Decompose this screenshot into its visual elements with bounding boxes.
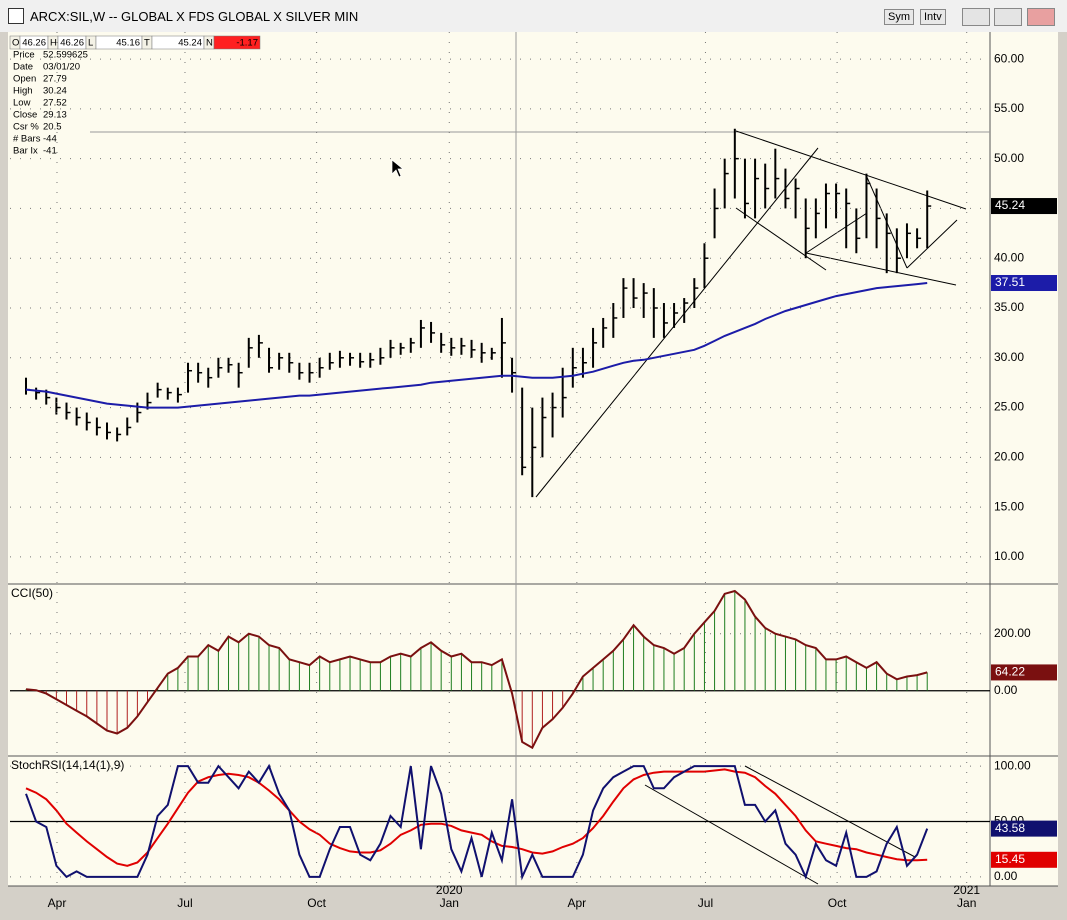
info-value: 30.24 (43, 86, 67, 97)
trend-line (906, 219, 958, 269)
moving-average (25, 282, 928, 409)
info-header-text: L (88, 38, 93, 49)
x-tick-label: Apr (48, 896, 67, 910)
window-title: ARCX:SIL,W -- GLOBAL X FDS GLOBAL X SILV… (30, 9, 359, 24)
cci-line (25, 589, 928, 750)
last-d-label: 15.45 (995, 852, 1025, 866)
y-tick-label: 0.00 (994, 683, 1018, 697)
stoch-d-line (25, 768, 928, 867)
last-price-box (991, 198, 1057, 215)
y-tick-label: 200.00 (994, 626, 1031, 640)
info-value: 03/01/20 (43, 62, 80, 73)
info-header-text: 46.26 (22, 38, 46, 49)
last-cci-label: 64.22 (995, 665, 1025, 679)
y-tick-label: 55.00 (994, 101, 1024, 115)
info-value: 27.79 (43, 74, 67, 85)
sym-button[interactable]: Sym (884, 9, 914, 25)
last-price-label: 45.24 (995, 198, 1025, 212)
info-header-text: -1.17 (236, 38, 258, 49)
info-header-text: 45.24 (178, 38, 202, 49)
y-tick-label: 0.00 (994, 869, 1018, 883)
y-tick-label: 15.00 (994, 499, 1024, 513)
y-tick-label: 50.00 (994, 151, 1024, 165)
minimize-button[interactable] (962, 8, 990, 26)
info-value: -41 (43, 146, 57, 157)
info-label: Close (13, 110, 37, 121)
info-header-text: T (144, 38, 150, 49)
info-header-text: O (12, 38, 19, 49)
x-tick-label: Apr (568, 896, 587, 910)
app-icon (8, 8, 24, 24)
last-ma-box (991, 275, 1057, 292)
info-label: Date (13, 62, 33, 73)
x-tick-label: Jul (698, 896, 713, 910)
last-k-box (991, 820, 1057, 837)
stoch-k-line (25, 763, 929, 881)
y-tick-label: 35.00 (994, 300, 1024, 314)
title-bar: ARCX:SIL,W -- GLOBAL X FDS GLOBAL X SILV… (0, 0, 1067, 32)
info-value: 20.5 (43, 122, 62, 133)
info-label: Price (13, 50, 35, 61)
close-button[interactable] (1027, 8, 1055, 26)
last-k-label: 43.58 (995, 821, 1025, 835)
info-header-text: N (206, 38, 213, 49)
trend-line (535, 147, 819, 498)
trend-line (805, 252, 957, 286)
info-label: Csr % (13, 122, 39, 133)
y-tick-label: 25.00 (994, 400, 1024, 414)
mouse-cursor (391, 159, 404, 178)
info-cell (213, 35, 261, 50)
info-label: High (13, 86, 33, 97)
x-year-label: 2021 (953, 883, 980, 897)
intv-button[interactable]: Intv (920, 9, 946, 25)
x-tick-label: Jul (177, 896, 192, 910)
info-value: -44 (43, 134, 57, 145)
info-label: Open (13, 74, 36, 85)
panel-title: CCI(50) (11, 586, 53, 600)
x-tick-label: Oct (307, 896, 326, 910)
trend-line (644, 784, 819, 885)
info-header-text: H (50, 38, 57, 49)
y-tick-label: 20.00 (994, 450, 1024, 464)
x-year-label: 2020 (436, 883, 463, 897)
info-value: 29.13 (43, 110, 67, 121)
last-d-box (991, 851, 1057, 868)
panel-title: StochRSI(14,14(1),9) (11, 758, 124, 772)
y-tick-label: 40.00 (994, 250, 1024, 264)
y-tick-label: 10.00 (994, 549, 1024, 563)
info-value: 52.599625 (43, 50, 88, 61)
info-label: Low (13, 98, 31, 109)
last-cci-box (991, 664, 1057, 681)
y-tick-label: 60.00 (994, 51, 1024, 65)
x-tick-label: Jan (957, 896, 976, 910)
last-ma-label: 37.51 (995, 275, 1025, 289)
info-label: # Bars (13, 134, 41, 145)
info-header-text: 45.16 (116, 38, 140, 49)
info-label: Bar Ix (13, 146, 38, 157)
info-header-text: 46.26 (60, 38, 84, 49)
maximize-button[interactable] (994, 8, 1022, 26)
y-tick-label: 100.00 (994, 758, 1031, 772)
trend-line (735, 207, 827, 271)
x-tick-label: Oct (828, 896, 847, 910)
x-tick-label: Jan (440, 896, 459, 910)
y-tick-label: 30.00 (994, 350, 1024, 364)
info-value: 27.52 (43, 98, 67, 109)
